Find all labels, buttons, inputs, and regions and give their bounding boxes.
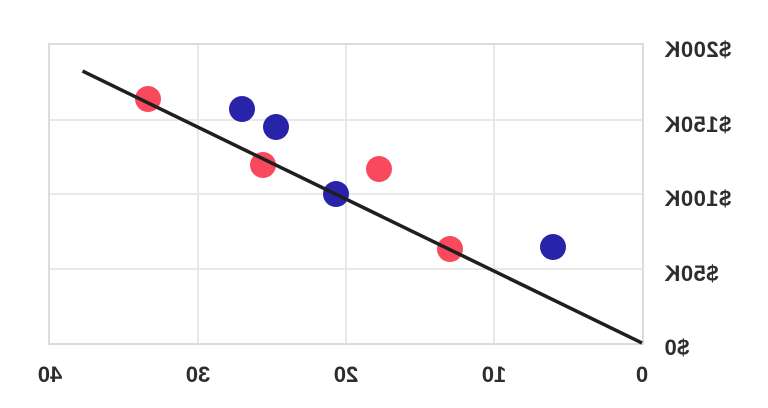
x-tick-label: 10 xyxy=(481,362,507,387)
scatter-point-red xyxy=(250,151,277,178)
x-tick-label: 0 xyxy=(635,362,649,387)
x-tick-label: 20 xyxy=(333,362,359,387)
gridline-horizontal xyxy=(50,267,642,270)
y-tick-label: $50K xyxy=(664,260,719,286)
scatter-point-blue xyxy=(322,181,349,207)
x-tick-label: 40 xyxy=(37,362,63,387)
scatter-point-red xyxy=(365,155,392,182)
y-tick-label: $0 xyxy=(664,335,690,360)
y-tick-label: $100K xyxy=(664,186,732,211)
scatter-point-red xyxy=(134,85,161,112)
y-tick-label: $150K xyxy=(664,111,732,137)
gridline-horizontal xyxy=(50,118,642,121)
x-tick-label: 30 xyxy=(185,362,211,387)
scatter-point-blue xyxy=(540,233,567,260)
y-tick-label: $200K xyxy=(664,37,732,62)
scatter-point-red xyxy=(436,236,463,263)
